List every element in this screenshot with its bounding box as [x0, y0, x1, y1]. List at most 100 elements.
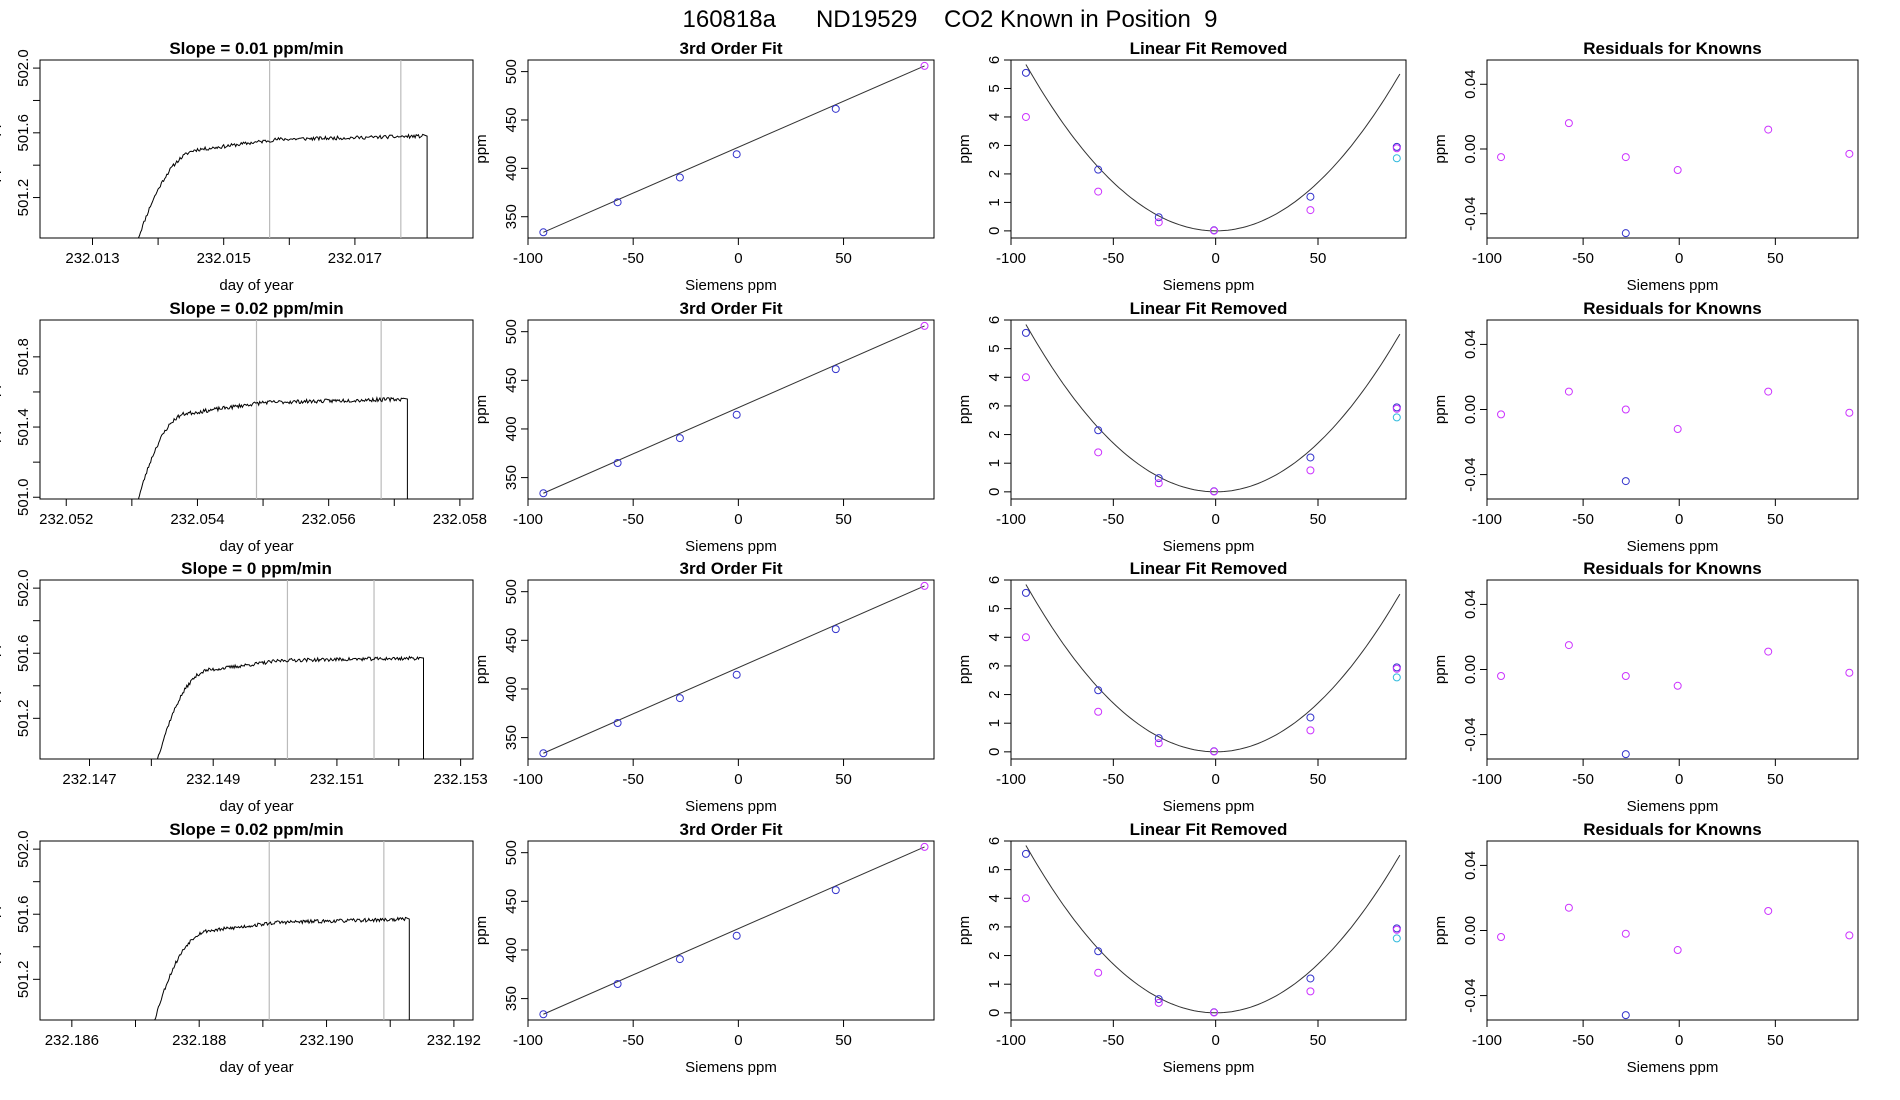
r2-cubic-fit-point: [920, 321, 929, 330]
r2-residuals-ytick-label: -0.04: [1462, 457, 1479, 491]
r4-residuals-xtick-label: 50: [1767, 1032, 1784, 1049]
r2-residuals-xtick-label: 50: [1767, 511, 1784, 528]
r1-cubic-fit-point: [613, 198, 622, 207]
r3-linear-removed-fit-curve: [1025, 584, 1401, 753]
r4-linear-removed-point-magenta: [1154, 998, 1163, 1007]
r2-cubic-fit-ytick-label: 400: [503, 416, 520, 441]
r2-linear-removed-xtick-label: 0: [1211, 511, 1219, 528]
r4-linear-removed-point-blue: [1094, 947, 1103, 956]
r2-linear-removed-ytick-label: 6: [986, 316, 1003, 324]
r4-cubic-fit-ytick-label: 500: [503, 840, 520, 865]
r1-linear-removed-ytick-label: 1: [986, 198, 1003, 206]
r2-linear-removed-ytick-label: 2: [986, 430, 1003, 438]
r1-cubic-fit-xtick-label: -100: [513, 250, 543, 267]
r3-linear-removed-point-blue: [1306, 713, 1315, 722]
r3-linear-removed-ytick-label: 0: [986, 748, 1003, 756]
r3-linear-removed-frame: [1010, 579, 1407, 760]
r4-cubic-fit-title: 3rd Order Fit: [680, 820, 783, 839]
r3-residuals-point-magenta: [1621, 672, 1630, 681]
r3-cubic-fit-point: [613, 719, 622, 728]
r1-linear-removed-point-magenta: [1392, 144, 1401, 153]
r1-timeseries-ytick-label: 501.6: [15, 114, 32, 152]
r2-residuals-ytick-label: 0.04: [1462, 330, 1479, 359]
r2-residuals-point-blue: [1621, 477, 1630, 486]
r3-cubic-fit-xtick-label: -100: [513, 771, 543, 788]
r3-cubic-fit-ytick-label: 450: [503, 628, 520, 653]
r4-residuals-title: Residuals for Knowns: [1583, 820, 1762, 839]
r3-linear-removed-point-blue: [1094, 686, 1103, 695]
r1-linear-removed-title: Linear Fit Removed: [1130, 39, 1288, 58]
r1-timeseries-ylabel: approx. ppm: [0, 107, 2, 190]
r4-timeseries-trace: [154, 916, 410, 1021]
r2-residuals-xtick-label: -100: [1472, 511, 1502, 528]
r1-cubic-fit-xlabel: Siemens ppm: [685, 277, 777, 294]
r2-residuals-point-magenta: [1845, 408, 1854, 417]
r3-linear-removed-ytick-label: 6: [986, 576, 1003, 584]
r1-residuals-point-blue: [1621, 229, 1630, 238]
r3-timeseries-frame: [39, 579, 474, 760]
r2-linear-removed-xlabel: Siemens ppm: [1163, 538, 1255, 555]
r2-cubic-fit-point: [732, 410, 741, 419]
r1-linear-removed-xlabel: Siemens ppm: [1163, 277, 1255, 294]
r3-timeseries-ytick-label: 501.2: [15, 700, 32, 738]
r3-timeseries-xlabel: day of year: [219, 798, 293, 815]
r2-timeseries-ytick-label: 501.0: [15, 478, 32, 516]
r3-linear-removed-ytick-label: 3: [986, 662, 1003, 670]
r3-residuals-ylabel: ppm: [1432, 655, 1449, 684]
r1-cubic-fit-ytick-label: 350: [503, 204, 520, 229]
r3-cubic-fit-ylabel: ppm: [473, 655, 490, 684]
r4-residuals-point-magenta: [1673, 946, 1682, 955]
r2-residuals-xtick-label: -50: [1572, 511, 1594, 528]
r1-linear-removed-point-magenta: [1210, 226, 1219, 235]
r2-residuals-point-magenta: [1621, 405, 1630, 414]
r1-residuals-ylabel: ppm: [1432, 134, 1449, 163]
r4-linear-removed-ytick-label: 1: [986, 980, 1003, 988]
r2-linear-removed-point-magenta: [1392, 404, 1401, 413]
r4-residuals-ytick-label: -0.04: [1462, 978, 1479, 1012]
r1-residuals-point-magenta: [1845, 149, 1854, 158]
r4-cubic-fit-xtick-label: -100: [513, 1032, 543, 1049]
r1-residuals-xtick-label: 50: [1767, 250, 1784, 267]
r2-cubic-fit-title: 3rd Order Fit: [680, 299, 783, 318]
r3-timeseries-title: Slope = 0 ppm/min: [181, 559, 332, 578]
r2-cubic-fit-point: [613, 459, 622, 468]
r1-linear-removed-ytick-label: 4: [986, 113, 1003, 121]
r4-linear-removed-point-blue: [1021, 849, 1030, 858]
r2-linear-removed-point-blue: [1021, 328, 1030, 337]
r1-residuals-xtick-label: 0: [1675, 250, 1683, 267]
r3-linear-removed-point-blue: [1021, 588, 1030, 597]
r4-residuals-point-magenta: [1497, 933, 1506, 942]
r2-timeseries-ylabel: approx. ppm: [0, 368, 2, 451]
r2-timeseries-ytick-label: 501.8: [15, 338, 32, 376]
r2-timeseries-xlabel: day of year: [219, 538, 293, 555]
r3-cubic-fit-xtick-label: 0: [734, 771, 742, 788]
r1-timeseries-frame: [39, 59, 474, 239]
r1-linear-removed-xtick-label: 50: [1310, 250, 1327, 267]
r4-residuals-frame: [1486, 840, 1859, 1021]
r1-residuals-point-magenta: [1673, 166, 1682, 175]
r4-residuals-point-magenta: [1764, 906, 1773, 915]
r1-residuals-point-magenta: [1621, 153, 1630, 162]
r2-residuals-point-magenta: [1564, 387, 1573, 396]
r1-linear-removed-fit-curve: [1025, 64, 1401, 232]
r3-cubic-fit-ytick-label: 400: [503, 676, 520, 701]
r4-linear-removed-point-magenta: [1210, 1008, 1219, 1017]
r4-timeseries-ylabel: approx. ppm: [0, 889, 2, 972]
r4-cubic-fit-fit-line: [543, 846, 925, 1015]
r3-linear-removed-xtick-label: 0: [1211, 771, 1219, 788]
r3-cubic-fit-point: [539, 749, 548, 758]
r2-timeseries-xtick-label: 232.054: [170, 511, 224, 528]
r4-cubic-fit-point: [920, 842, 929, 851]
r4-cubic-fit-xlabel: Siemens ppm: [685, 1059, 777, 1076]
r4-linear-removed-point-magenta: [1021, 894, 1030, 903]
r1-timeseries-trace: [137, 133, 428, 239]
r1-cubic-fit-xtick-label: 50: [835, 250, 852, 267]
r4-residuals-ylabel: ppm: [1432, 916, 1449, 945]
r1-cubic-fit-point: [539, 228, 548, 237]
r1-timeseries-ytick-label: 501.2: [15, 179, 32, 217]
r3-residuals-point-magenta: [1564, 641, 1573, 650]
r2-residuals-point-magenta: [1673, 425, 1682, 434]
r2-residuals-ylabel: ppm: [1432, 395, 1449, 424]
r2-linear-removed-ytick-label: 1: [986, 459, 1003, 467]
r2-linear-removed-ytick-label: 4: [986, 373, 1003, 381]
